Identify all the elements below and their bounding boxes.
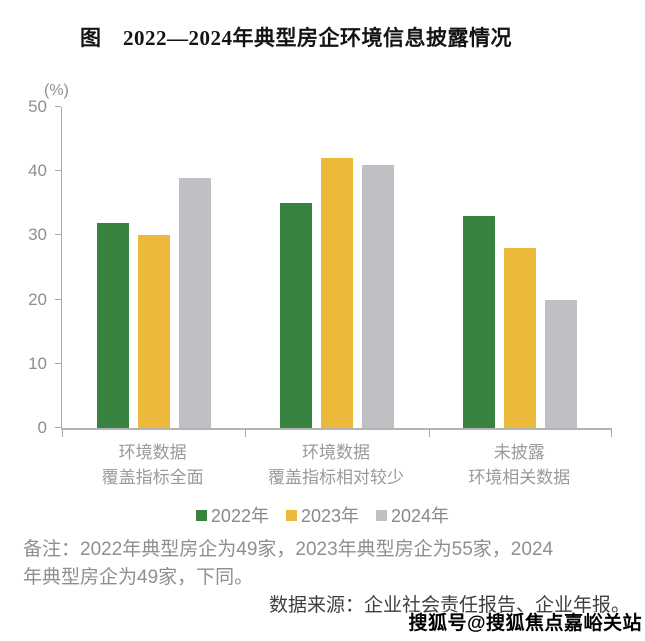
y-tick-mark <box>55 170 61 172</box>
y-tick-mark <box>55 298 61 300</box>
x-tick-mark <box>428 430 430 437</box>
y-tick-mark <box>55 427 61 428</box>
bar-2023年-1 <box>137 235 170 428</box>
note-text: 备注：2022年典型房企为49家，2023年典型房企为55家，2024 年典型房企… <box>23 536 623 592</box>
y-tick-label: 40 <box>28 161 47 181</box>
legend-marker-icon <box>195 509 207 521</box>
category-label-line: 环境相关数据 <box>468 468 571 487</box>
note-line: 年典型房企为49家，下同。 <box>23 567 254 588</box>
y-tick-mark <box>55 106 61 107</box>
category-label: 未披露 环境相关数据 <box>428 440 611 490</box>
y-tick-label: 30 <box>28 225 47 245</box>
legend-marker-icon <box>376 509 388 521</box>
x-tick-mark <box>62 430 63 437</box>
category-label-line: 未披露 <box>493 443 545 462</box>
legend-item: 2024年 <box>376 502 449 528</box>
y-axis: 0 10 20 30 40 50 <box>0 98 61 437</box>
category-label-line: 环境数据 <box>301 443 370 462</box>
bar-2022年-1 <box>96 222 129 428</box>
bar-2024年-1 <box>178 177 211 428</box>
category-label: 环境数据覆盖指标全面 <box>61 440 244 490</box>
legend-label: 2023年 <box>300 506 360 526</box>
legend-item: 2022年 <box>195 502 269 528</box>
category-label: 环境数据覆盖指标相对较少 <box>244 440 427 490</box>
category-label-line: 覆盖指标相对较少 <box>267 468 404 487</box>
y-tick-mark <box>55 234 61 236</box>
legend-marker-icon <box>285 509 297 521</box>
bar-2024年-3 <box>545 299 578 428</box>
legend-item: 2023年 <box>285 502 360 528</box>
bar-2022年-3 <box>463 216 496 428</box>
bar-2023年-2 <box>320 158 353 428</box>
y-tick-label: 10 <box>28 353 47 373</box>
y-tick-mark <box>55 362 61 364</box>
category-label-line: 覆盖指标全面 <box>101 468 204 487</box>
y-tick-label: 0 <box>37 418 47 437</box>
bar-group <box>62 107 245 428</box>
plot-area <box>61 107 612 437</box>
note-line: 备注：2022年典型房企为49家，2023年典型房企为55家，2024 <box>23 539 554 560</box>
bar-2022年-2 <box>279 203 312 428</box>
y-tick-label: 50 <box>28 97 47 116</box>
chart-title: 图 2022—2024年典型房企环境信息披露情况 <box>80 26 512 50</box>
y-axis-unit-label: (%) <box>44 82 69 99</box>
bar-2023年-3 <box>504 248 537 428</box>
legend: 2022年 2023年 2024年 <box>0 502 645 528</box>
x-tick-mark <box>245 430 247 437</box>
bar-2024年-2 <box>361 164 394 428</box>
x-tick-mark <box>611 430 612 437</box>
legend-label: 2024年 <box>391 506 450 526</box>
category-label-line: 环境数据 <box>118 443 187 462</box>
y-tick-label: 20 <box>28 289 47 309</box>
bar-group <box>429 107 612 428</box>
bar-groups <box>62 107 612 428</box>
source-text: 数据来源：企业社会责任报告、企业年报。 <box>268 595 630 616</box>
category-labels: 环境数据 覆盖指标全面 环境数据 覆盖指标相对较少 未披露 环境相关数据 <box>61 440 611 490</box>
watermark-text: 搜狐号@搜狐焦点嘉峪关站 <box>408 613 642 634</box>
legend-label: 2022年 <box>210 506 269 526</box>
bar-group <box>245 107 428 428</box>
